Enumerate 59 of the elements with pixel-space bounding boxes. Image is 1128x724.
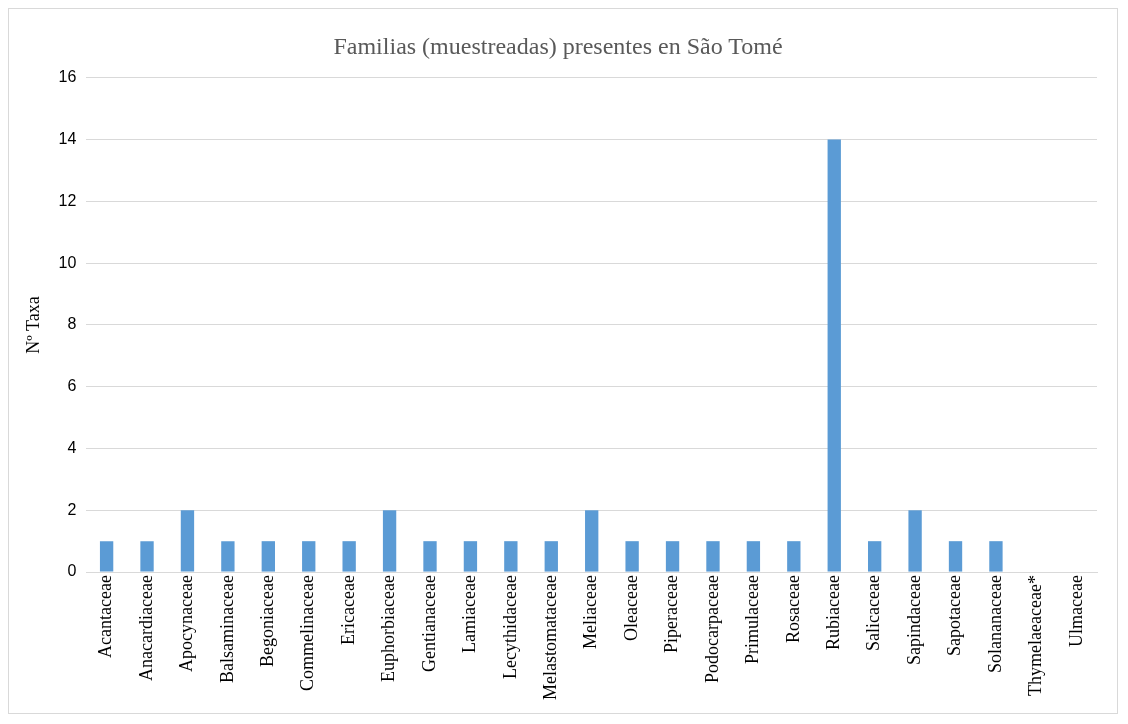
bar: [382, 510, 397, 572]
y-tick-label: 8: [67, 315, 77, 333]
y-tick-label: 0: [67, 562, 77, 580]
bar: [989, 541, 1003, 572]
bar: [787, 541, 801, 572]
y-tick-label: 6: [67, 377, 77, 395]
bar: [221, 541, 235, 572]
x-tick-label: Balsaminaceae: [216, 575, 237, 684]
bar: [342, 541, 356, 572]
x-tick-label: Sapindaceae: [903, 575, 924, 666]
bar: [180, 510, 195, 572]
bar: [868, 541, 882, 572]
bar: [99, 541, 114, 572]
x-tick-label: Acantaceae: [95, 575, 116, 659]
y-tick-label: 12: [58, 191, 77, 209]
y-axis-title: Nº Taxa: [22, 296, 43, 354]
x-tick-label: Anacardiaceae: [135, 575, 156, 681]
chart-title: Familias (muestreadas) presentes en São Tomé: [333, 32, 783, 59]
bar: [585, 510, 599, 572]
bar: [625, 541, 639, 572]
bar: [908, 510, 922, 572]
bar: [948, 541, 963, 572]
y-tick-label: 4: [67, 438, 77, 456]
x-tick-label: Ulmaceae: [1065, 575, 1086, 648]
bar: [423, 541, 437, 572]
x-tick-label: Solananaceae: [984, 575, 1005, 674]
bar: [463, 541, 478, 572]
x-tick-label: Piperaceae: [661, 575, 682, 654]
bar: [140, 541, 154, 572]
x-tick-label: Oleaceae: [620, 575, 641, 642]
bar: [302, 541, 316, 572]
x-tick-label: Euphorbiaceae: [378, 575, 399, 683]
x-tick-label: Melastomataceae: [540, 575, 561, 701]
bar: [746, 541, 761, 572]
x-tick-label: Podocarpaceae: [701, 575, 722, 684]
x-tick-label: Rubiaceae: [822, 575, 843, 651]
bar: [706, 541, 720, 572]
bar: [544, 541, 558, 572]
x-tick-label: Lecythidaceae: [499, 575, 520, 679]
x-tick-label: Meliaceae: [580, 575, 601, 650]
bar: [827, 139, 841, 572]
bar: [261, 541, 275, 572]
bar: [665, 541, 680, 572]
y-tick-label: 16: [58, 68, 77, 86]
y-tick-label: 10: [58, 253, 77, 271]
x-tick-label: Lamiaceae: [459, 575, 480, 654]
x-tick-label: Thymelaeaceae*: [1025, 575, 1046, 696]
x-tick-label: Rosaceae: [782, 575, 803, 644]
x-tick-label: Gentianaceae: [418, 575, 439, 673]
bar: [504, 541, 518, 572]
y-tick-label: 2: [67, 500, 77, 518]
y-tick-label: 14: [58, 129, 77, 147]
x-tick-label: Begoniaceae: [257, 575, 278, 668]
x-tick-label: Commelinaceae: [297, 575, 318, 692]
x-tick-label: Primulaceae: [742, 575, 763, 665]
x-tick-label: Ericaceae: [337, 575, 358, 646]
x-tick-label: Salicaceae: [863, 575, 884, 652]
x-tick-label: Sapotaceae: [944, 575, 965, 657]
x-tick-label: Apocynaceae: [176, 575, 197, 673]
